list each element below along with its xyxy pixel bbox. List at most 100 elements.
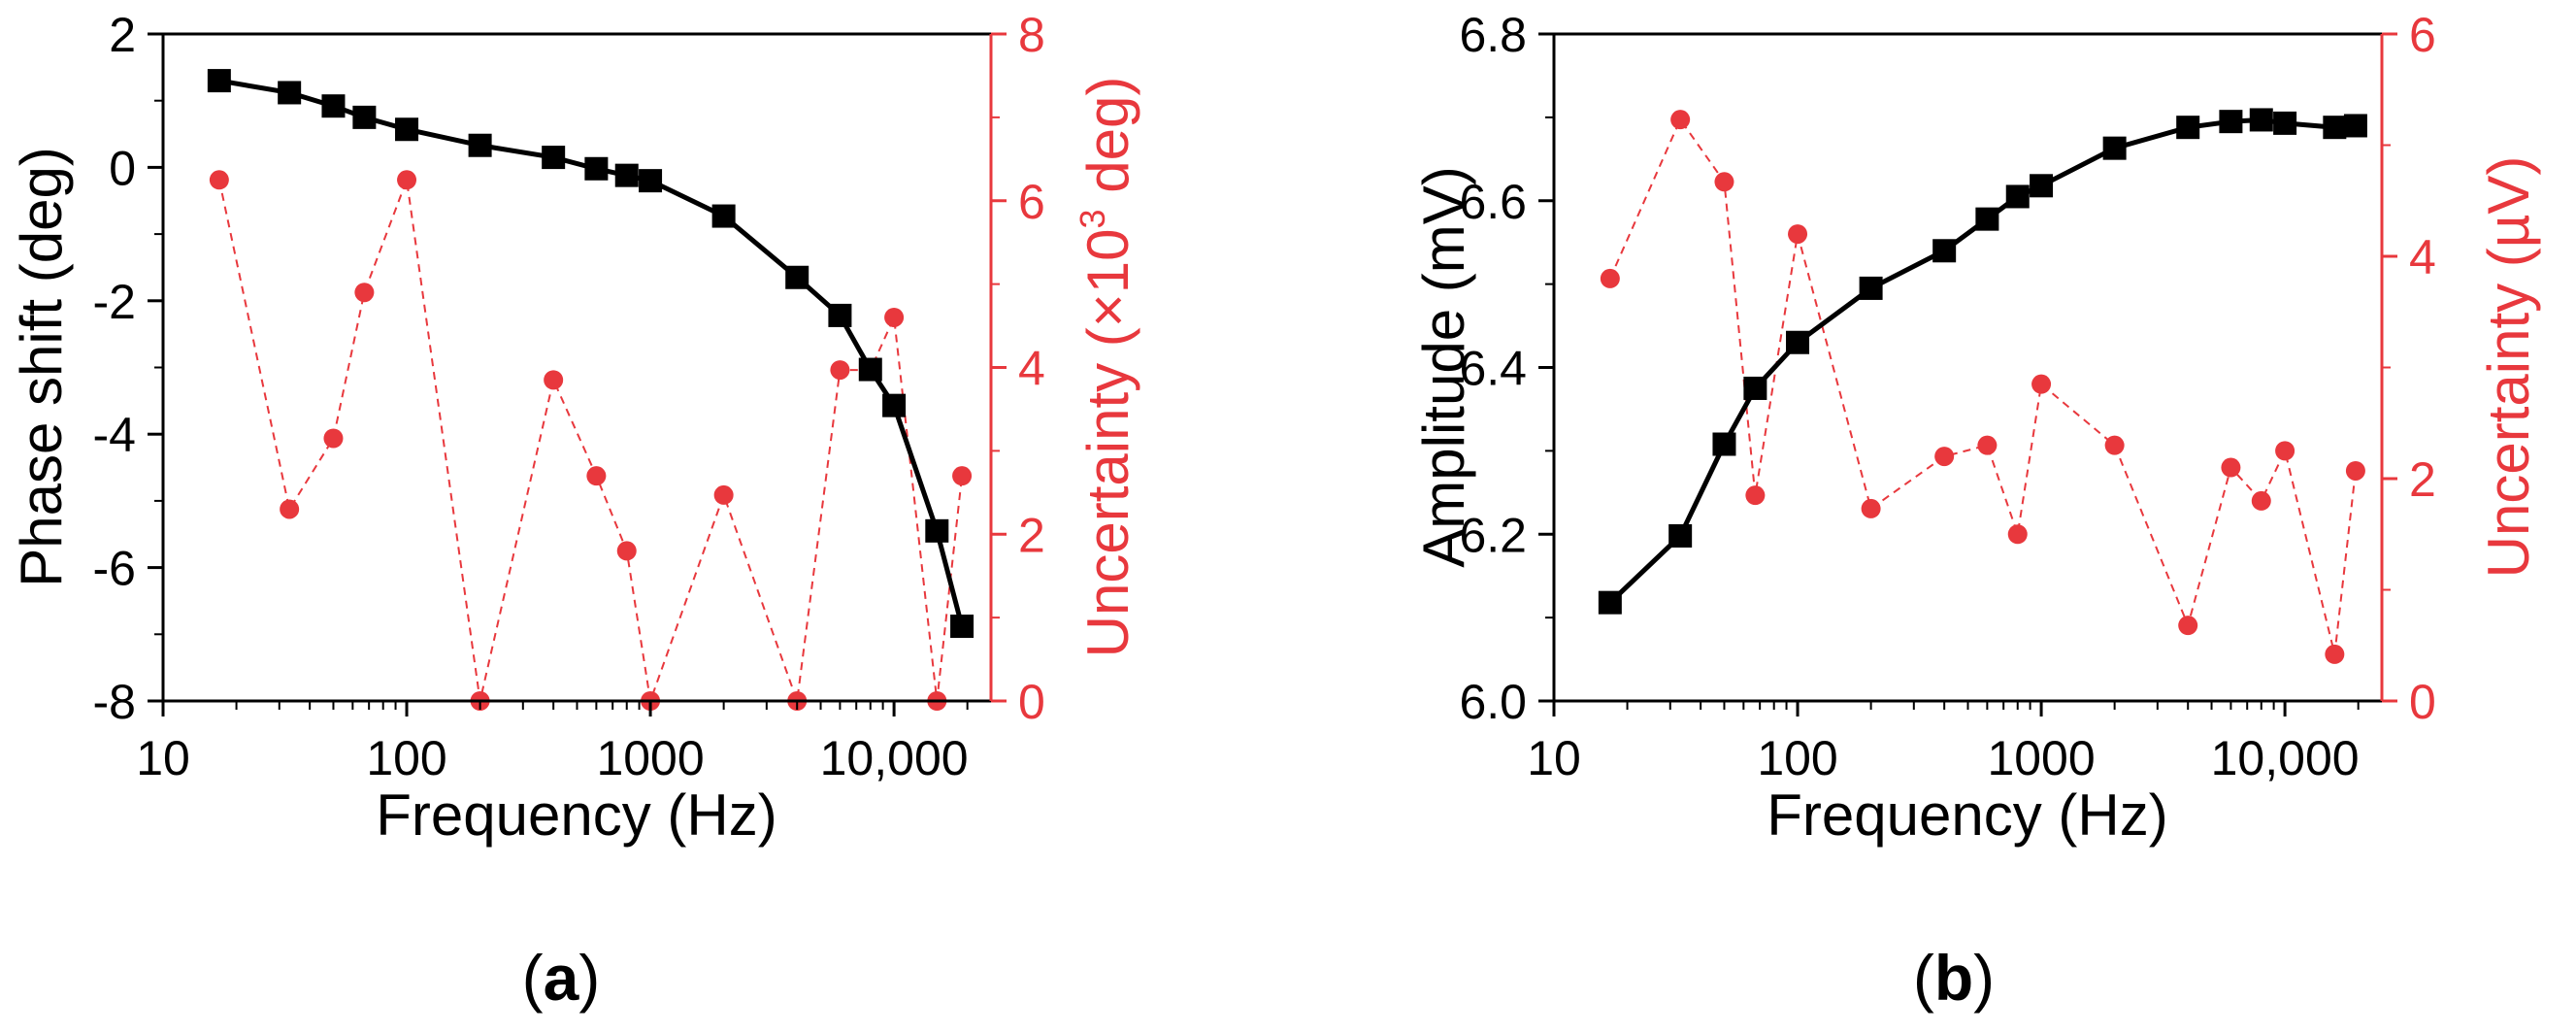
panel-a-phase-shift-point	[395, 117, 419, 142]
panel-a-x-axis-label: Frequency (Hz)	[376, 783, 776, 848]
panel-a-uncertainty-point	[830, 360, 850, 381]
panel-a-uncertainty-point	[323, 428, 344, 449]
panel-b-uncertainty-point	[1714, 172, 1734, 192]
panel-b-amplitude-point	[2343, 114, 2367, 138]
panel-a-series-layer	[207, 69, 974, 711]
panel-a-left-tick-label: 0	[109, 141, 136, 195]
panel-b-uncertainty-point	[1600, 268, 1620, 288]
panel-b-left-tick-label: 6.6	[1459, 175, 1527, 229]
panel-b-uncertainty-point	[1861, 498, 1881, 518]
panel-b-uncertainty-point	[2007, 524, 2028, 545]
panel-a-phase-shift-point	[352, 105, 377, 129]
panel-a-left-tick-label: -8	[93, 675, 136, 729]
panel-b-chart: Frequency (Hz) Amplitude (mV) Uncertaint…	[1411, 8, 2541, 848]
panel-b-series-layer	[1598, 108, 2367, 664]
panel-b-uncertainty-point	[1670, 110, 1691, 130]
panel-a-phase-shift-point	[882, 393, 907, 417]
panel-b-right-tick-label: 4	[2409, 230, 2436, 284]
panel-b-right-tick-label: 2	[2409, 452, 2436, 507]
panel-b-amplitude-point	[2323, 116, 2347, 140]
panel-b-amplitude-point	[1975, 207, 1999, 231]
panel-b-amplitude-point	[2102, 136, 2127, 160]
panel-b-uncertainty-point	[2031, 374, 2052, 394]
panel-b-amplitude-point	[2030, 174, 2054, 198]
panel-b-uncertainty-point	[1745, 485, 1766, 506]
panel-a-left-tick-label: -4	[93, 408, 136, 462]
panel-b-amplitude-point	[2219, 110, 2243, 134]
panel-a-uncertainty-point	[544, 370, 564, 390]
panel-b-uncertainty-line	[1608, 117, 2357, 655]
panel-b-caption: (b)	[1913, 942, 1995, 1014]
panel-b-amplitude-point	[2273, 111, 2297, 135]
panel-b-amplitude-point	[2005, 184, 2030, 209]
panel-b-x-axis-label: Frequency (Hz)	[1767, 783, 2167, 848]
panel-a-uncertainty-point	[586, 466, 607, 486]
panel-b-left-axis-label: Amplitude (mV)	[1411, 166, 1476, 567]
panel-a-x-tick-label: 10,000	[820, 731, 969, 785]
panel-a-phase-shift-point	[468, 133, 492, 157]
panel-a-phase-shift-point	[614, 163, 639, 187]
panel-a-left-tick-label: -6	[93, 542, 136, 596]
panel-a-caption: (a)	[522, 942, 601, 1014]
panel-b-left-tick-label: 6.0	[1459, 675, 1527, 729]
panel-b-amplitude-point	[1712, 432, 1736, 456]
panel-b-amplitude-point	[1786, 330, 1810, 354]
panel-a-uncertainty-point	[280, 499, 300, 519]
panel-a-right-tick-label: 2	[1018, 508, 1045, 562]
panel-a-phase-shift-point	[278, 81, 302, 105]
panel-a-uncertainty-point	[884, 307, 905, 327]
panel-a-phase-shift-point	[542, 146, 566, 170]
panel-a-uncertainty-point	[713, 484, 734, 505]
panel-a-left-tick-label: -2	[93, 275, 136, 329]
panel-a-left-tick-label: 2	[109, 8, 136, 62]
panel-b-uncertainty-point	[1934, 447, 1955, 467]
panel-b-uncertainty-point	[2251, 490, 2271, 511]
panel-b-left-tick-label: 6.8	[1459, 8, 1527, 62]
panel-b-amplitude-point	[1932, 239, 1957, 263]
panel-b-uncertainty-point	[1788, 224, 1808, 245]
panel-a-phase-shift-point	[321, 94, 346, 118]
panel-b-uncertainty-point	[2104, 435, 2125, 455]
panel-a-right-tick-label: 8	[1018, 8, 1045, 62]
panel-a-x-tick-label: 10	[136, 731, 190, 785]
panel-a-right-axis-label-prefix: Uncertainty (×10	[1075, 228, 1140, 657]
panel-a-phase-shift-point	[925, 518, 949, 543]
panel-b-amplitude-point	[1859, 276, 1883, 300]
panel-b-x-tick-label: 100	[1757, 731, 1837, 785]
panel-b-uncertainty-point	[1977, 435, 1998, 455]
panel-a-phase-shift-point	[207, 69, 231, 93]
panel-a-left-axis-label: Phase shift (deg)	[9, 147, 74, 587]
panel-a-x-tick-label: 1000	[596, 731, 704, 785]
panel-b-right-tick-label: 6	[2409, 8, 2436, 62]
panel-b-x-tick-label: 10	[1527, 731, 1581, 785]
panel-b-left-tick-label: 6.4	[1459, 342, 1527, 396]
panel-a-right-axis-label-sup: 3	[1073, 209, 1112, 228]
panel-a-caption-letter: a	[544, 942, 580, 1014]
panel-a-phase-shift-point	[584, 156, 609, 181]
panel-b-uncertainty-point	[2345, 460, 2365, 481]
panel-b-right-axis-label: Uncertainty (µV)	[2476, 156, 2541, 579]
panel-a-phase-shift-point	[639, 169, 663, 193]
panel-a-uncertainty-point	[397, 170, 417, 190]
panel-b-x-tick-label: 1000	[1987, 731, 2095, 785]
panel-b-uncertainty-point	[2221, 457, 2241, 478]
panel-a-uncertainty-point	[209, 170, 229, 190]
panel-b-amplitude-point	[1598, 590, 1622, 615]
panel-b-plot-frame	[1552, 32, 2384, 703]
panel-b-uncertainty-point	[2275, 441, 2295, 461]
panel-a-uncertainty-point	[354, 283, 375, 303]
panel-b-amplitude-point	[2176, 116, 2200, 140]
panel-b-amplitude-point	[1743, 376, 1767, 400]
panel-a-chart: Frequency (Hz) Phase shift (deg) Uncerta…	[9, 8, 1140, 848]
panel-b-uncertainty-point	[2178, 616, 2198, 636]
panel-a-phase-shift-point	[711, 204, 736, 228]
panel-b-uncertainty-point	[2325, 644, 2345, 664]
panel-a-uncertainty-point	[952, 466, 973, 486]
panel-a-right-tick-label: 4	[1018, 342, 1045, 396]
panel-b-right-tick-label: 0	[2409, 675, 2436, 729]
panel-a-phase-shift-point	[950, 615, 974, 639]
panel-a-phase-shift-point	[828, 303, 852, 327]
panel-a-phase-shift-point	[858, 357, 882, 382]
panel-b-amplitude-point	[2249, 108, 2273, 132]
panel-b-left-tick-label: 6.2	[1459, 508, 1527, 562]
